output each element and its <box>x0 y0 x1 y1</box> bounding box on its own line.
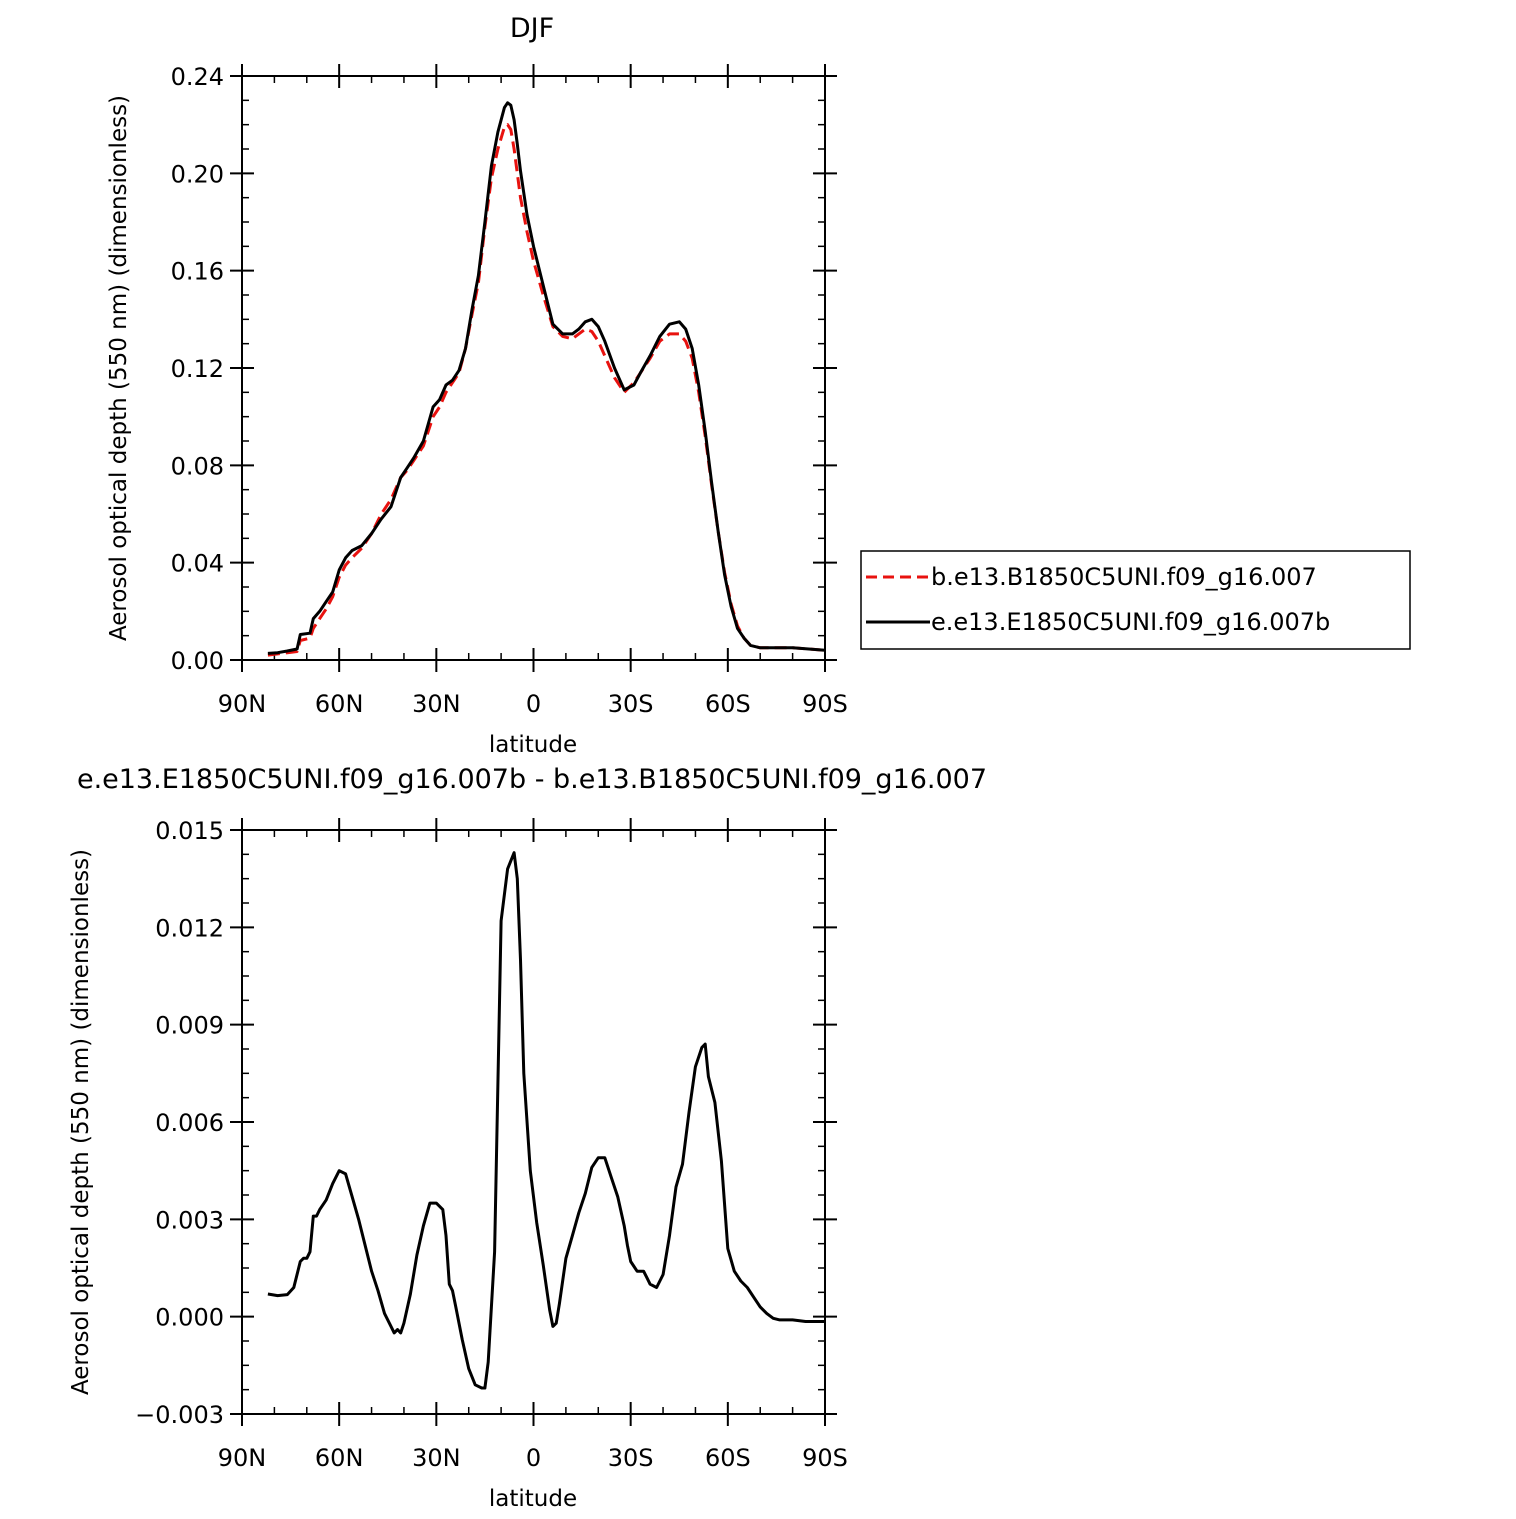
top-x-tick-label: 0 <box>526 690 541 718</box>
bottom-y-tick-label: 0.000 <box>155 1304 224 1332</box>
bottom-x-ticks: 90N 60N 30N 0 30S 60S 90S <box>218 818 848 1472</box>
top-x-axis-label: latitude <box>489 732 577 758</box>
top-x-tick-label: 30N <box>412 690 461 718</box>
bottom-y-ticks: −0.003 0.000 0.003 0.006 0.009 0.012 0.015 <box>135 817 837 1429</box>
bottom-y-tick-label: 0.012 <box>155 914 224 942</box>
bottom-x-tick-label: 0 <box>526 1444 541 1472</box>
top-x-tick-label: 60S <box>705 690 751 718</box>
top-y-tick-label: 0.00 <box>171 647 224 675</box>
bottom-x-tick-label: 60N <box>315 1444 364 1472</box>
top-y-tick-label: 0.04 <box>171 550 224 578</box>
top-plot-frame <box>241 75 826 661</box>
top-y-tick-label: 0.12 <box>171 355 224 383</box>
bottom-panel: e.e13.E1850C5UNI.f09_g16.007b - b.e13.B1… <box>68 764 987 1512</box>
legend-label-e-case: e.e13.E1850C5UNI.f09_g16.007b <box>931 608 1330 636</box>
bottom-x-tick-label: 30N <box>412 1444 461 1472</box>
bottom-x-axis-label: latitude <box>489 1486 577 1512</box>
bottom-y-tick-label: −0.003 <box>135 1401 224 1429</box>
top-series-line-dashed <box>267 123 826 657</box>
top-y-tick-label: 0.16 <box>171 258 224 286</box>
bottom-x-tick-label: 90N <box>218 1444 267 1472</box>
bottom-y-tick-label: 0.006 <box>155 1109 224 1137</box>
bottom-plot-frame <box>241 829 826 1415</box>
top-x-tick-label: 90S <box>802 690 848 718</box>
bottom-x-tick-label: 60S <box>705 1444 751 1472</box>
bottom-x-tick-label: 30S <box>608 1444 654 1472</box>
top-y-tick-label: 0.20 <box>171 160 224 188</box>
top-panel-title: DJF <box>510 13 554 44</box>
legend-label-b-case: b.e13.B1850C5UNI.f09_g16.007 <box>931 563 1317 591</box>
legend-box <box>860 550 1411 650</box>
bottom-x-tick-label: 90S <box>802 1444 848 1472</box>
bottom-y-tick-label: 0.009 <box>155 1012 224 1040</box>
bottom-y-axis-label: Aerosol optical depth (550 nm) (dimensio… <box>68 849 94 1395</box>
top-y-tick-label: 0.24 <box>171 63 224 91</box>
top-x-tick-label: 30S <box>608 690 654 718</box>
bottom-y-tick-label: 0.015 <box>155 817 224 845</box>
bottom-panel-title: e.e13.E1850C5UNI.f09_g16.007b - b.e13.B1… <box>77 764 987 795</box>
top-y-tick-label: 0.08 <box>171 452 224 480</box>
top-x-tick-label: 90N <box>218 690 267 718</box>
bottom-series-group <box>267 851 825 1390</box>
top-series-line-solid <box>267 101 826 655</box>
top-panel: DJF 0.00 0.04 0.08 0.12 0.16 0.20 0.24 90N 60N 3… <box>106 13 848 758</box>
bottom-series-line-solid <box>267 851 825 1390</box>
top-x-tick-label: 60N <box>315 690 364 718</box>
top-series-group <box>267 101 826 657</box>
top-y-ticks: 0.00 0.04 0.08 0.12 0.16 0.20 0.24 <box>171 63 837 675</box>
top-y-axis-label: Aerosol optical depth (550 nm) (dimensio… <box>106 95 132 641</box>
legend: b.e13.B1850C5UNI.f09_g16.007 e.e13.E1850… <box>860 550 1411 650</box>
bottom-y-tick-label: 0.003 <box>155 1206 224 1234</box>
